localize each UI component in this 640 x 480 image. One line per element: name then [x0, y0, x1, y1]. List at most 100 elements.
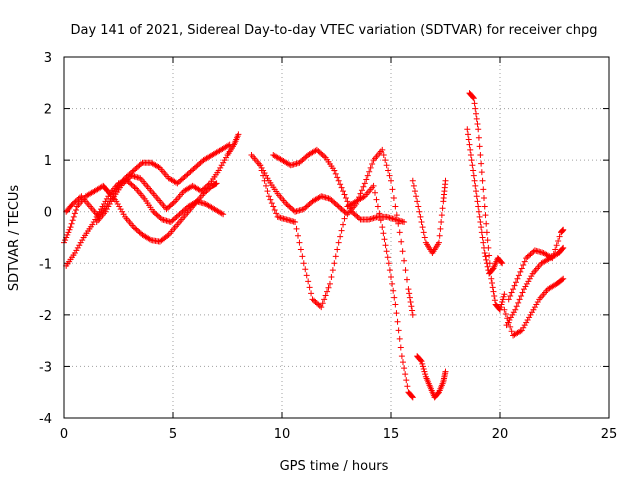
- data-point: [394, 318, 401, 325]
- data-point: [506, 317, 513, 324]
- x-axis-label: GPS time / hours: [280, 459, 389, 474]
- data-point: [435, 239, 442, 246]
- data-point: [106, 200, 113, 207]
- data-point: [65, 229, 72, 236]
- data-point: [194, 162, 201, 169]
- data-point: [418, 219, 425, 226]
- data-point: [154, 212, 161, 219]
- y-tick-label: -2: [39, 309, 52, 324]
- data-point: [166, 203, 173, 210]
- x-tick-label: 10: [274, 427, 291, 442]
- data-point: [473, 188, 480, 195]
- data-point: [297, 158, 304, 165]
- data-point: [367, 164, 374, 171]
- data-point: [258, 164, 265, 171]
- data-point: [481, 249, 488, 256]
- data-point: [264, 188, 271, 195]
- data-point: [497, 304, 504, 311]
- data-point: [316, 302, 323, 309]
- data-point: [372, 189, 379, 196]
- data-point: [353, 212, 360, 219]
- data-point: [379, 146, 386, 153]
- data-point: [392, 301, 399, 308]
- data-point: [484, 237, 491, 244]
- data-point: [553, 242, 560, 249]
- data-point: [473, 193, 480, 200]
- data-point: [105, 203, 112, 210]
- data-point: [296, 239, 303, 246]
- data-point: [213, 180, 220, 187]
- data-point: [413, 193, 420, 200]
- plot-frame: [63, 56, 610, 419]
- data-point: [489, 280, 496, 287]
- data-point: [337, 204, 344, 211]
- data-point: [410, 182, 417, 189]
- series-marks: [93, 131, 242, 226]
- data-point: [62, 237, 69, 244]
- data-point: [264, 175, 271, 182]
- data-point: [437, 225, 444, 232]
- data-point: [513, 303, 520, 310]
- data-point: [409, 307, 416, 314]
- data-point: [509, 311, 516, 318]
- data-point: [464, 126, 471, 133]
- data-point: [502, 310, 509, 317]
- data-point: [306, 200, 313, 207]
- y-tick-label: 3: [44, 51, 52, 66]
- data-point: [135, 228, 142, 235]
- data-point: [360, 183, 367, 190]
- data-point: [175, 212, 182, 219]
- data-point: [477, 219, 484, 226]
- data-point: [520, 262, 527, 269]
- data-point: [382, 242, 389, 249]
- data-point: [498, 301, 505, 308]
- data-point: [483, 220, 490, 227]
- data-point: [71, 210, 78, 217]
- x-tick-label: 15: [383, 427, 400, 442]
- data-point: [74, 197, 81, 204]
- data-point: [341, 191, 348, 198]
- data-point: [187, 168, 194, 175]
- data-point: [415, 203, 422, 210]
- data-point: [68, 220, 75, 227]
- data-point: [303, 203, 310, 210]
- data-point: [334, 174, 341, 181]
- data-point: [480, 186, 487, 193]
- data-point: [419, 224, 426, 231]
- data-point: [170, 199, 177, 206]
- data-point: [527, 311, 534, 318]
- data-point: [401, 365, 408, 372]
- data-point: [340, 188, 347, 195]
- data-point: [127, 170, 134, 177]
- data-point: [268, 200, 275, 207]
- data-point: [512, 279, 519, 286]
- data-point: [473, 115, 480, 122]
- data-point: [164, 204, 171, 211]
- data-point: [220, 159, 227, 166]
- data-point: [559, 276, 566, 283]
- data-point: [215, 167, 222, 174]
- data-point: [508, 328, 515, 335]
- data-point: [321, 153, 328, 160]
- data-point: [129, 168, 136, 175]
- data-point: [315, 148, 322, 155]
- data-point: [324, 288, 331, 295]
- data-point: [402, 371, 409, 378]
- data-point: [354, 213, 361, 220]
- x-tick-label: 0: [60, 427, 68, 442]
- y-tick-label: -1: [39, 257, 52, 272]
- data-point: [477, 151, 484, 158]
- data-point: [71, 199, 78, 206]
- data-point: [469, 162, 476, 169]
- data-point: [341, 215, 348, 222]
- data-point: [479, 234, 486, 241]
- chart-title: Day 141 of 2021, Sidereal Day-to-day VTE…: [70, 23, 597, 38]
- data-point: [337, 181, 344, 188]
- data-point: [471, 177, 478, 184]
- data-point: [257, 162, 264, 169]
- data-point: [478, 160, 485, 167]
- data-point: [300, 206, 307, 213]
- data-point: [478, 224, 485, 231]
- series-marks: [501, 275, 567, 339]
- data-point: [467, 146, 474, 153]
